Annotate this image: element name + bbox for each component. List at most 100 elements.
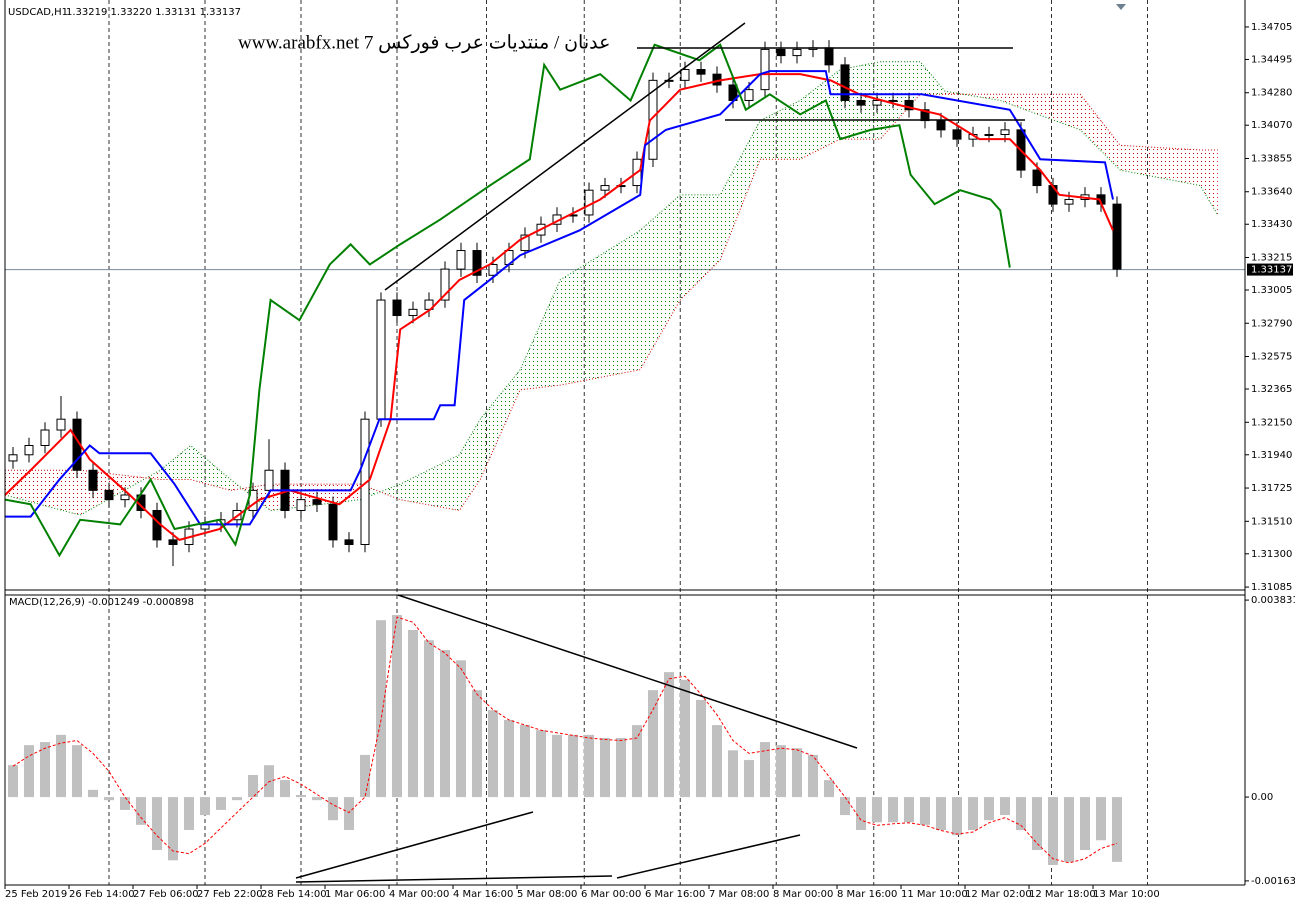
macd-bar <box>680 679 690 798</box>
y-tick-label: 1.33430 <box>1251 219 1292 230</box>
macd-bar <box>520 725 530 798</box>
front-layer: USDCAD,H1 1.33219 1.33220 1.33131 1.3313… <box>4 0 1295 900</box>
candle-body <box>24 444 34 456</box>
macd-bar <box>152 797 162 851</box>
macd-bar <box>936 797 946 830</box>
cloud-segment <box>560 230 641 386</box>
x-tick-label: 8 Mar 00:00 <box>773 889 833 900</box>
y-tick-label: 1.34070 <box>1251 120 1292 131</box>
macd-trend-line <box>295 875 613 883</box>
y-tick-label: 1.32150 <box>1251 417 1292 428</box>
candle-body <box>984 134 994 137</box>
cloud-segment <box>190 445 231 491</box>
macd-bar <box>760 742 770 798</box>
macd-title: MACD(12,26,9) -0.001249 -0.000898 <box>9 597 194 608</box>
x-tick-label: 4 Mar 16:00 <box>453 889 513 900</box>
signal-line <box>12 616 1118 864</box>
cloud-segment <box>680 194 721 301</box>
macd-bar <box>488 710 498 798</box>
macd-bar <box>120 797 130 810</box>
candle-body <box>120 494 130 501</box>
candle-body <box>264 469 274 491</box>
candle-body <box>584 189 594 216</box>
x-tick-label: 11 Mar 10:00 <box>901 889 968 900</box>
macd-bar <box>824 780 834 798</box>
cloud-segment <box>520 279 561 390</box>
macd-bar <box>712 725 722 798</box>
indicator-line <box>4 43 1011 558</box>
macd-bar <box>24 745 34 798</box>
x-tick-label: 28 Feb 14:00 <box>261 889 327 900</box>
macd-bar <box>568 734 578 798</box>
x-tick-label: 25 Feb 2019 <box>5 889 67 900</box>
macd-bar <box>920 797 930 825</box>
symbol-title: USDCAD,H1 <box>8 7 68 18</box>
ohlc-info: 1.33219 1.33220 1.33131 1.33137 <box>66 7 241 18</box>
macd-bar <box>776 745 786 798</box>
macd-bar <box>72 745 82 798</box>
y-tick-label: 1.34705 <box>1251 22 1292 33</box>
macd-bar <box>424 640 434 798</box>
macd-bar <box>456 660 466 798</box>
macd-bar <box>984 797 994 821</box>
candle-body <box>744 89 754 101</box>
macd-bar <box>648 690 658 798</box>
macd-bar <box>1032 797 1042 851</box>
x-tick-label: 12 Mar 02:00 <box>965 889 1032 900</box>
macd-bar <box>872 797 882 823</box>
macd-bar <box>472 690 482 798</box>
macd-bar <box>200 797 210 816</box>
macd-bar <box>632 725 642 798</box>
watermark: www.arabfx.net 7 عدنان / منتديات عرب فور… <box>238 32 610 53</box>
candle-body <box>792 48 802 57</box>
y-tick-label: 0.003831 <box>1251 595 1295 606</box>
candle-body <box>296 499 306 511</box>
macd-bar <box>888 797 898 823</box>
y-tick-label: -0.00163 <box>1251 876 1295 887</box>
candle-body <box>344 539 354 546</box>
mid-layer <box>4 40 1122 865</box>
y-tick-label: 1.33005 <box>1251 285 1292 296</box>
x-tick-label: 27 Feb 06:00 <box>133 889 199 900</box>
y-tick-label: 1.34495 <box>1251 54 1292 65</box>
candle-body <box>56 418 66 431</box>
candle-body <box>760 48 770 91</box>
macd-bar <box>216 797 226 810</box>
macd-bar <box>1080 797 1090 851</box>
x-tick-label: 13 Mar 10:00 <box>1093 889 1160 900</box>
macd-bar <box>248 774 258 798</box>
macd-bar <box>440 650 450 798</box>
macd-bar <box>600 737 610 798</box>
y-tick-label: 1.31940 <box>1251 450 1292 461</box>
indicator-line <box>4 73 1114 541</box>
cloud-segment <box>400 454 460 511</box>
macd-bar <box>856 797 866 830</box>
candle-body <box>872 99 882 106</box>
scroll-marker <box>1116 4 1126 10</box>
cloud-segment <box>640 194 681 370</box>
macd-bar <box>360 754 370 798</box>
cloud-segment <box>760 100 801 160</box>
trend-line <box>384 22 746 291</box>
cloud-segment <box>1000 94 1081 130</box>
cloud-segment <box>1120 145 1201 186</box>
macd-bar <box>1096 797 1106 841</box>
candle-body <box>104 489 114 501</box>
candle-body <box>376 299 386 420</box>
macd-bar <box>1064 797 1074 862</box>
cloud-segment <box>480 369 521 480</box>
macd-bar <box>1016 797 1026 830</box>
y-tick-label: 1.31510 <box>1251 516 1292 527</box>
macd-bar <box>312 797 322 801</box>
macd-trend-line <box>616 834 801 879</box>
macd-trend-line <box>397 594 858 749</box>
candle-body <box>664 79 674 82</box>
x-tick-label: 1 Mar 06:00 <box>325 889 385 900</box>
y-tick-label: 1.34280 <box>1251 88 1292 99</box>
macd-bar <box>1000 797 1010 816</box>
candle-body <box>360 418 370 546</box>
macd-bar <box>328 797 338 821</box>
candle-body <box>328 503 338 541</box>
macd-bar <box>344 797 354 830</box>
